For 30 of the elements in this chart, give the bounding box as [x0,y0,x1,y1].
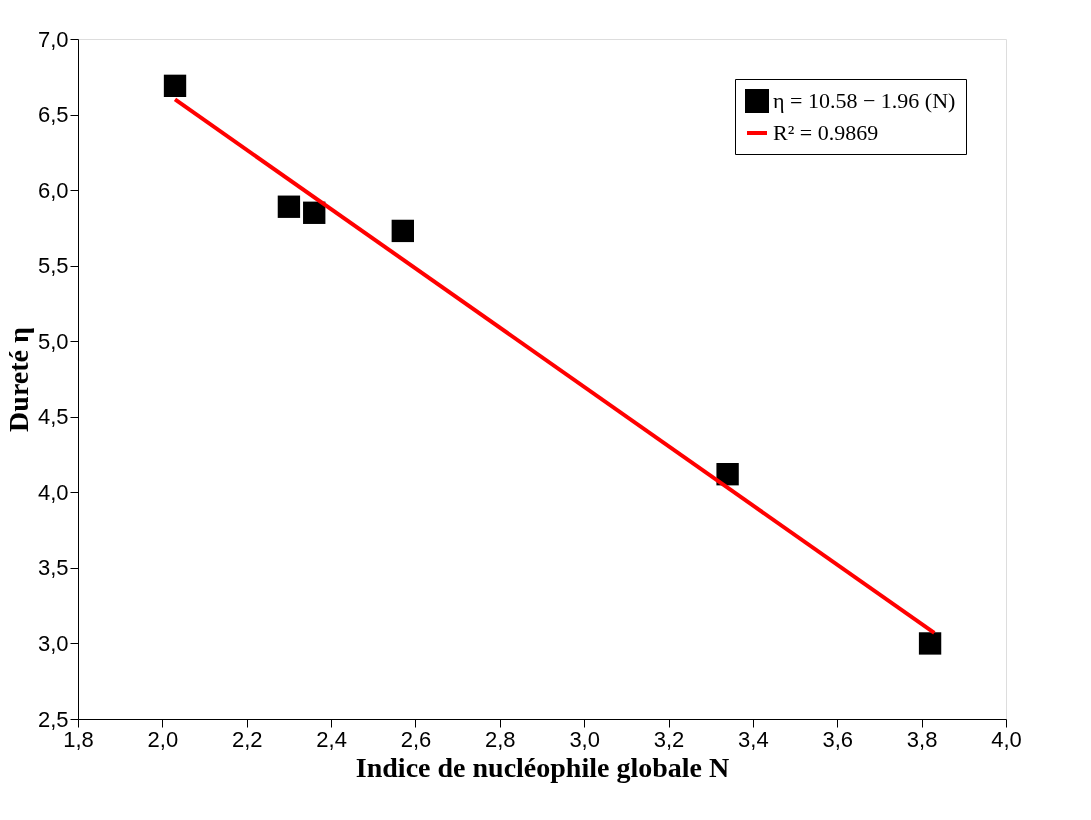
legend-label: η = 10.58 − 1.96 (N) [773,88,956,113]
y-tick-label: 5,5 [37,253,69,279]
point [303,201,326,224]
y-tick-label: 6,5 [37,102,69,128]
x-tick-label: 2,2 [231,726,263,752]
x-tick-label: 4,0 [991,726,1022,752]
y-tick-label: 7,0 [37,26,69,52]
x-tick-label: 3,2 [653,726,685,752]
y-tick-label: 4,0 [37,479,69,505]
point [716,463,739,486]
x-tick-label: 2,8 [485,726,516,752]
x-tick-label: 3,8 [906,726,938,752]
y-tick-label: 3,5 [37,555,69,581]
y-tick-label: 6,0 [37,177,69,203]
y-tick-label: 3,0 [37,630,69,656]
point [391,219,414,243]
x-tick-label: 3,6 [822,726,854,752]
x-tick-label: 2,6 [400,726,432,752]
x-tick-label: 2,4 [316,726,347,752]
point [918,632,942,655]
x-tick-label: 3,0 [569,726,600,752]
y-axis-title: Dureté η [2,327,34,432]
point [277,195,301,218]
x-tick-label: 3,4 [738,726,769,752]
x-tick-label: 2,0 [147,726,179,752]
y-tick-label: 5,0 [37,328,69,354]
legend-label: R² = 0.9869 [773,120,879,145]
point [163,74,187,98]
y-tick-label: 4,5 [37,404,69,430]
x-axis-title: Indice de nucléophile globale N [355,751,730,783]
